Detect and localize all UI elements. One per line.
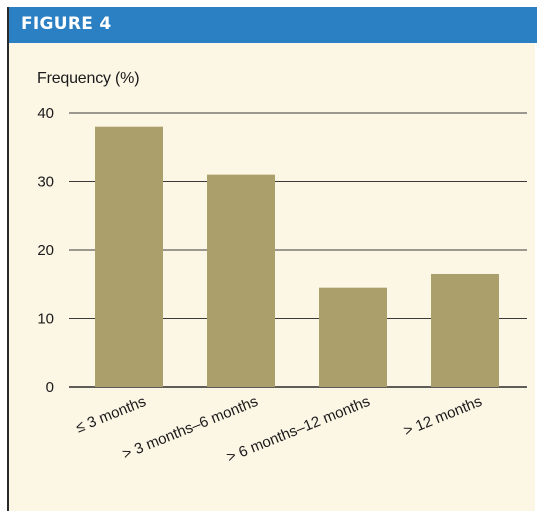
y-tick-label: 0 (46, 379, 54, 396)
y-tick-label: 40 (37, 105, 54, 122)
x-category-label: > 12 months (401, 393, 484, 440)
bar (431, 273, 499, 387)
y-tick-label: 20 (37, 242, 54, 259)
y-tick-labels: 0 10 20 30 40 (37, 105, 54, 396)
y-tick-label: 10 (37, 311, 54, 328)
y-axis-label: Frequency (%) (37, 70, 140, 87)
y-tick-label: 30 (37, 174, 54, 191)
bar-chart: 0 10 20 30 40 ≤ 3 months> 3 months–6 months>… (37, 105, 527, 466)
bars (95, 126, 499, 387)
figure-frame: FIGURE 4 Frequency (%) 0 10 20 30 40 ≤ 3 mon… (7, 7, 537, 511)
bar (319, 287, 387, 387)
figure-header: FIGURE 4 (9, 7, 537, 43)
bar (207, 174, 275, 387)
x-category-label: ≤ 3 months (73, 393, 148, 437)
x-category-labels: ≤ 3 months> 3 months–6 months> 6 months–… (73, 393, 484, 466)
figure-title: FIGURE 4 (21, 14, 112, 34)
bar (95, 126, 163, 387)
